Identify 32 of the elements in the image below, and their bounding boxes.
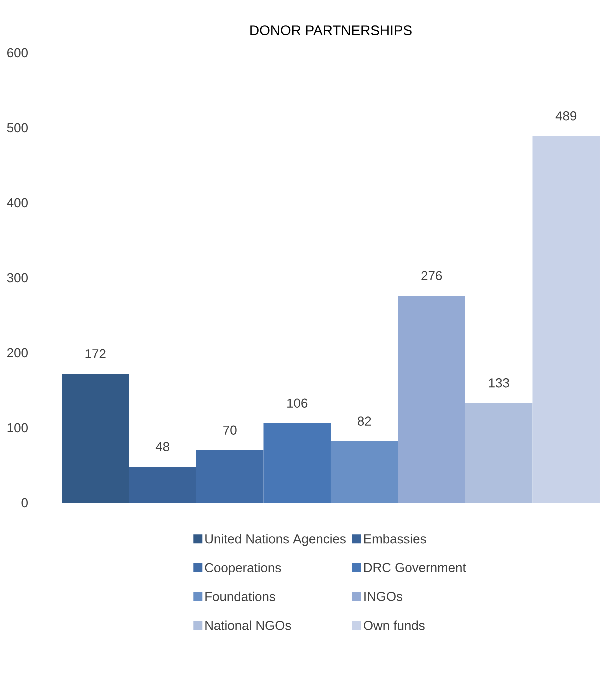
legend-label: Embassies [364, 534, 426, 544]
chart-title: DONOR PARTNERSHIPS [250, 26, 412, 36]
data-label: 133 [489, 378, 510, 388]
legend-label: Cooperations [205, 563, 282, 576]
data-label: 106 [288, 398, 308, 408]
y-tick-label: 600 [8, 48, 28, 58]
bar [62, 374, 130, 503]
y-tick-label: 400 [7, 198, 28, 208]
legend-label: INGOs [364, 592, 403, 602]
legend-label: Own funds [364, 620, 425, 630]
y-tick-label: 100 [8, 423, 28, 433]
y-tick-label: 0 [22, 498, 28, 508]
bar [196, 450, 264, 503]
bar [129, 466, 196, 503]
legend-label: DRC Government [364, 563, 466, 572]
bar [330, 441, 398, 503]
bar [264, 423, 331, 503]
data-label: 82 [358, 416, 372, 426]
data-label: 489 [556, 112, 577, 121]
data-label: 70 [224, 426, 237, 435]
y-tick-label: 300 [7, 273, 28, 283]
data-label: 276 [422, 271, 442, 280]
y-tick-label: 500 [7, 123, 28, 133]
legend-label: Foundations [206, 592, 276, 602]
y-tick-label: 200 [8, 348, 28, 358]
legend-label: United Nations Agencies [206, 534, 346, 546]
legend-label: National NGOs [206, 620, 292, 630]
bar [465, 403, 533, 503]
bar [398, 296, 466, 503]
bar [532, 136, 600, 503]
data-label: 48 [156, 442, 170, 452]
data-label: 172 [86, 349, 106, 358]
